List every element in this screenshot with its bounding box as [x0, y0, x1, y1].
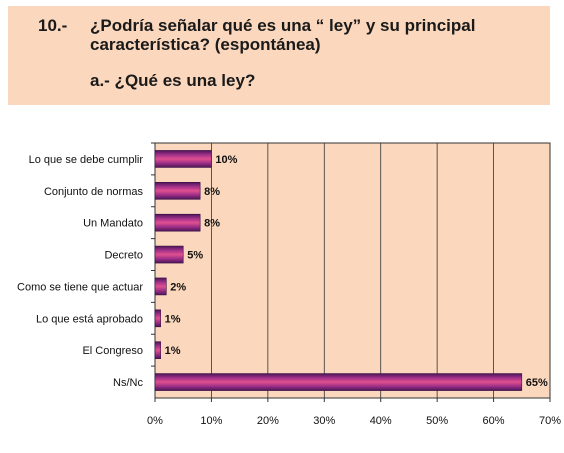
category-label: Lo que se debe cumplir: [29, 154, 144, 166]
x-tick-label: 40%: [370, 415, 392, 427]
question-number: 10.-: [38, 16, 68, 35]
bar: [154, 341, 161, 359]
bar: [154, 309, 161, 328]
question-text-line2: característica? (espontánea): [90, 35, 321, 54]
category-label: El Congreso: [82, 345, 143, 357]
category-label: Ns/Nc: [113, 377, 143, 389]
question-header: 10.- ¿Podría señalar qué es una “ ley” y…: [8, 6, 550, 105]
x-tick-label: 60%: [483, 415, 505, 427]
bar: [154, 182, 201, 200]
bar: [154, 245, 184, 264]
data-label: 2%: [170, 281, 186, 293]
category-label: Decreto: [104, 250, 143, 262]
bar: [154, 150, 212, 168]
data-label: 1%: [165, 313, 181, 325]
x-tick-label: 0%: [147, 415, 163, 427]
x-tick-label: 20%: [257, 415, 279, 427]
x-tick-label: 10%: [200, 415, 222, 427]
x-tick-label: 70%: [539, 415, 561, 427]
data-label: 1%: [165, 345, 181, 357]
category-label: Un Mandato: [83, 218, 143, 230]
x-tick-label: 50%: [426, 415, 448, 427]
data-label: 5%: [187, 250, 203, 262]
data-label: 8%: [204, 186, 220, 198]
category-label: Como se tiene que actuar: [17, 281, 143, 293]
data-label: 10%: [215, 154, 237, 166]
sub-question: a.- ¿Qué es una ley?: [90, 71, 256, 90]
data-label: 65%: [526, 377, 548, 389]
bar: [154, 213, 201, 232]
category-label: Lo que está aprobado: [36, 313, 143, 325]
bar: [154, 373, 523, 391]
plot-area: [154, 142, 551, 399]
bar: [154, 277, 167, 296]
question-text-line1: ¿Podría señalar qué es una “ ley” y su p…: [90, 16, 476, 35]
category-label: Conjunto de normas: [44, 186, 144, 198]
data-label: 8%: [204, 218, 220, 230]
x-tick-label: 30%: [313, 415, 335, 427]
